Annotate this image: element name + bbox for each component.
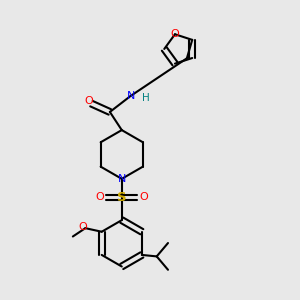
Text: N: N (118, 174, 126, 184)
Text: S: S (117, 191, 127, 204)
Text: O: O (85, 96, 93, 106)
Text: O: O (140, 192, 148, 202)
Text: O: O (171, 29, 179, 39)
Text: H: H (142, 93, 150, 103)
Text: O: O (78, 222, 87, 232)
Text: N: N (127, 91, 135, 101)
Text: O: O (95, 192, 104, 202)
